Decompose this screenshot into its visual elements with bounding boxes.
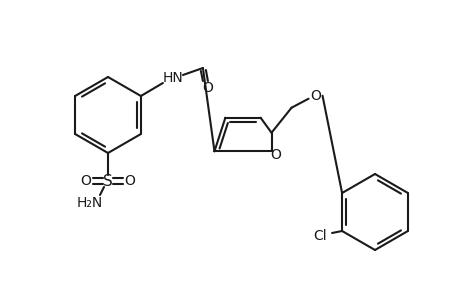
Text: H₂N: H₂N xyxy=(77,196,103,210)
Text: O: O xyxy=(80,174,91,188)
Text: O: O xyxy=(309,89,320,103)
Text: Cl: Cl xyxy=(313,229,326,243)
Text: S: S xyxy=(103,173,112,188)
Text: HN: HN xyxy=(162,71,183,85)
Text: O: O xyxy=(124,174,135,188)
Text: O: O xyxy=(269,148,280,162)
Text: O: O xyxy=(202,81,213,95)
